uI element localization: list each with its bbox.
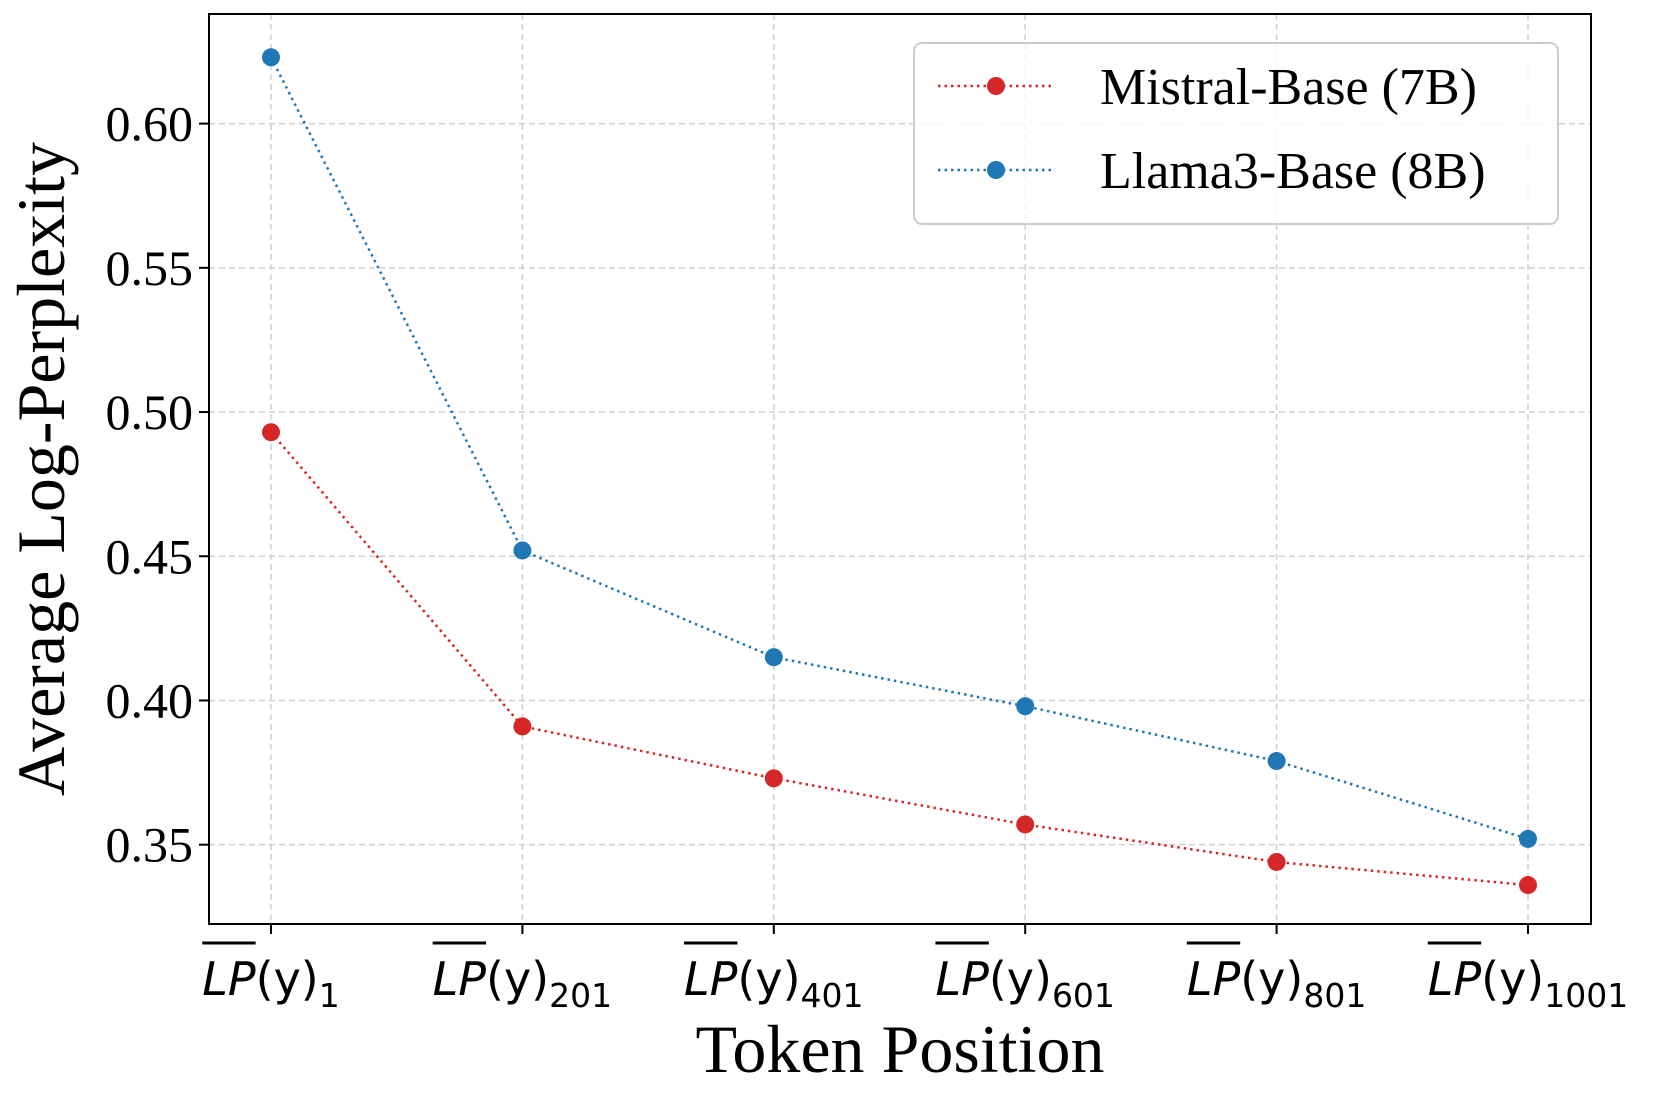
- x-tick-label-subscript: 201: [549, 976, 612, 1015]
- y-tick-label: 0.45: [106, 528, 194, 584]
- x-tick-label-main: LP: [935, 952, 989, 1006]
- legend-box: [913, 42, 1559, 225]
- x-tick-label-paren: (y): [486, 952, 549, 1006]
- legend-marker-mistral: [987, 77, 1005, 95]
- x-tick-label-text: LP(y)201: [433, 952, 613, 1015]
- x-tick-label-subscript: 401: [801, 976, 864, 1015]
- x-tick-label: LP(y)1: [202, 941, 340, 1015]
- x-tick-label-paren: (y): [256, 952, 319, 1006]
- x-tick-label-main: LP: [202, 952, 256, 1006]
- x-tick-label: LP(y)201: [432, 941, 613, 1015]
- data-point: [1519, 829, 1537, 848]
- x-tick-label-main: LP: [1187, 952, 1241, 1006]
- y-tick-label: 0.60: [106, 96, 194, 152]
- plot-frame: [208, 13, 1592, 925]
- data-point: [1519, 876, 1537, 895]
- legend-marker-llama3: [987, 161, 1005, 179]
- grid-lines: [209, 14, 1591, 924]
- y-tick-label: 0.50: [106, 384, 194, 440]
- x-axis-title: Token Position: [696, 1011, 1105, 1087]
- data-point: [1016, 697, 1035, 716]
- data-point: [1267, 852, 1286, 871]
- series-line-0: [270, 431, 1529, 887]
- x-tick-label: LP(y)1001: [1427, 941, 1628, 1015]
- x-tick-label-subscript: 1: [319, 976, 340, 1015]
- x-tick-label-paren: (y): [989, 952, 1052, 1006]
- x-tick-label-text: LP(y)401: [684, 952, 864, 1015]
- x-tick-label-text: LP(y)601: [935, 952, 1114, 1015]
- data-point: [513, 717, 532, 736]
- y-tick-label: 0.40: [106, 672, 194, 728]
- x-tick-label-text: LP(y)1001: [1428, 952, 1628, 1015]
- data-point: [262, 48, 280, 67]
- data-point: [262, 423, 280, 442]
- x-tick-label: LP(y)801: [1186, 941, 1367, 1015]
- x-tick-label-main: LP: [684, 952, 738, 1006]
- x-tick-label: LP(y)401: [684, 941, 864, 1015]
- series-layer: [262, 48, 1537, 895]
- legend-label-llama3: Llama3-Base (8B): [1100, 143, 1486, 200]
- x-tick-label-paren: (y): [1240, 952, 1303, 1006]
- data-point: [764, 769, 783, 788]
- x-tick-label-main: LP: [433, 952, 487, 1006]
- x-axis: LP(y)1 LP(y)201 LP(y)401 LP(y)601 LP(y)801 LP…: [202, 924, 1628, 1015]
- data-point: [1267, 752, 1286, 771]
- x-tick-label-subscript: 1001: [1544, 976, 1628, 1015]
- x-tick-label-paren: (y): [1481, 952, 1544, 1006]
- legend: Mistral-Base (7B) Llama3-Base (8B): [913, 42, 1559, 225]
- y-axis-title: Average Log-Perplexity: [3, 142, 79, 796]
- x-tick-label: LP(y)601: [935, 941, 1115, 1015]
- x-tick-label-main: LP: [1428, 952, 1482, 1006]
- legend-label-mistral: Mistral-Base (7B): [1100, 59, 1477, 116]
- x-tick-label-paren: (y): [737, 952, 800, 1006]
- x-tick-label-text: LP(y)801: [1187, 952, 1367, 1015]
- x-tick-label-text: LP(y)1: [202, 952, 340, 1015]
- x-tick-label-subscript: 801: [1303, 976, 1366, 1015]
- y-tick-label: 0.35: [106, 817, 194, 873]
- data-point: [764, 648, 783, 667]
- y-axis: 0.35 0.40 0.45 0.50 0.55 0.60: [106, 96, 209, 873]
- x-tick-label-subscript: 601: [1052, 976, 1115, 1015]
- y-tick-label: 0.55: [106, 240, 194, 296]
- data-point: [513, 541, 532, 560]
- data-point: [1016, 815, 1035, 834]
